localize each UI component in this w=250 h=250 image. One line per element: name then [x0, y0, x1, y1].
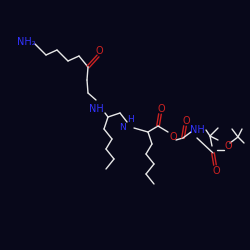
Text: NH: NH — [190, 125, 204, 135]
Text: H: H — [127, 116, 134, 124]
Text: O: O — [182, 116, 190, 126]
Text: O: O — [95, 46, 103, 56]
Text: N: N — [120, 122, 126, 132]
Text: NH₂: NH₂ — [17, 37, 35, 47]
Text: O: O — [212, 166, 220, 176]
Text: O: O — [224, 141, 232, 151]
Text: O: O — [169, 132, 177, 142]
Text: NH: NH — [88, 104, 104, 114]
Text: O: O — [157, 104, 165, 114]
